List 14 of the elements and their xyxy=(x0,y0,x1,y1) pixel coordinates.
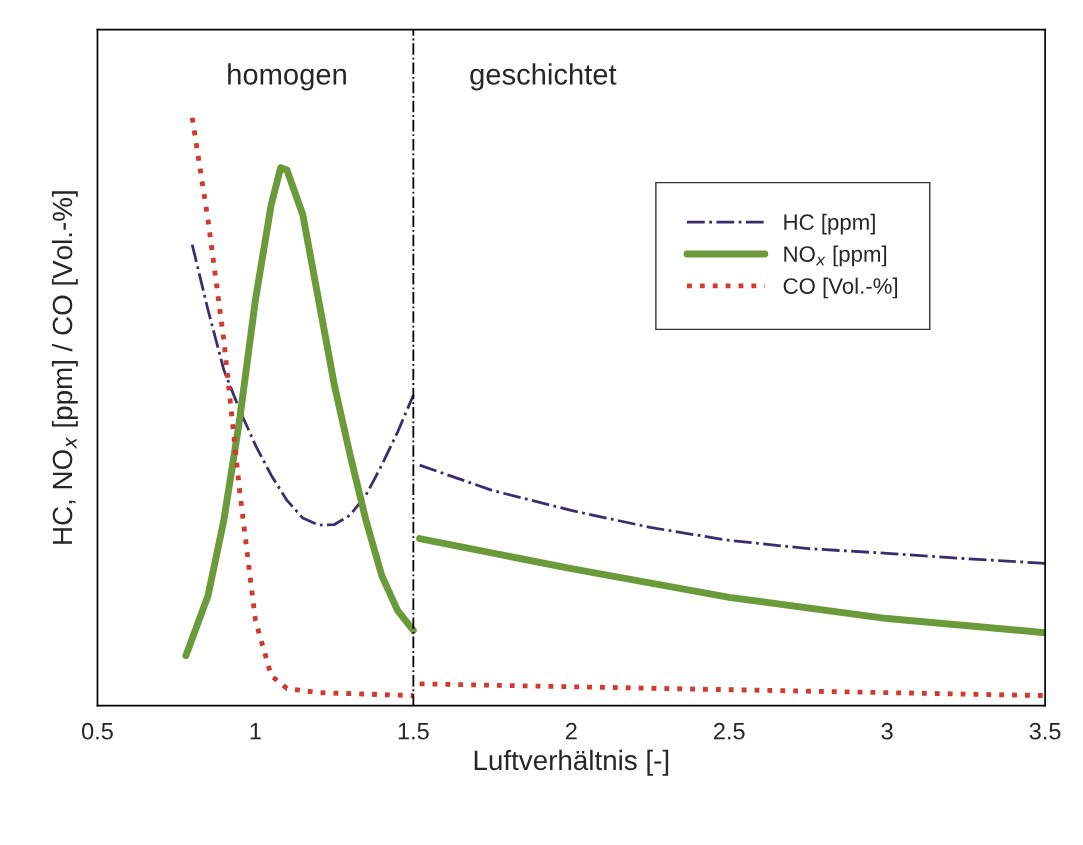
x-tick-label: 1.5 xyxy=(398,723,429,740)
x-tick-label: 3.5 xyxy=(1029,722,1061,740)
legend-label: NO$_{x}$ [ppm] xyxy=(784,245,887,267)
x-tick-label: 0.5 xyxy=(81,722,113,740)
text: homogen xyxy=(228,63,346,91)
x-axis-title: Luftverhältnis [-] xyxy=(474,749,669,776)
x-tick-label: 2.5 xyxy=(714,722,745,740)
x-tick-label: 2 xyxy=(565,722,577,740)
x-tick-label: 3 xyxy=(881,722,893,740)
legend-label: HC [ppm] xyxy=(784,213,875,235)
x-tick-label: 1 xyxy=(250,723,261,740)
legend-label: CO [Vol.-%] xyxy=(783,277,898,299)
text: geschichtet xyxy=(470,63,617,91)
y-axis-title: HC, NO$_{x}$ [ppm] / CO [Vol.-%] xyxy=(51,191,78,544)
